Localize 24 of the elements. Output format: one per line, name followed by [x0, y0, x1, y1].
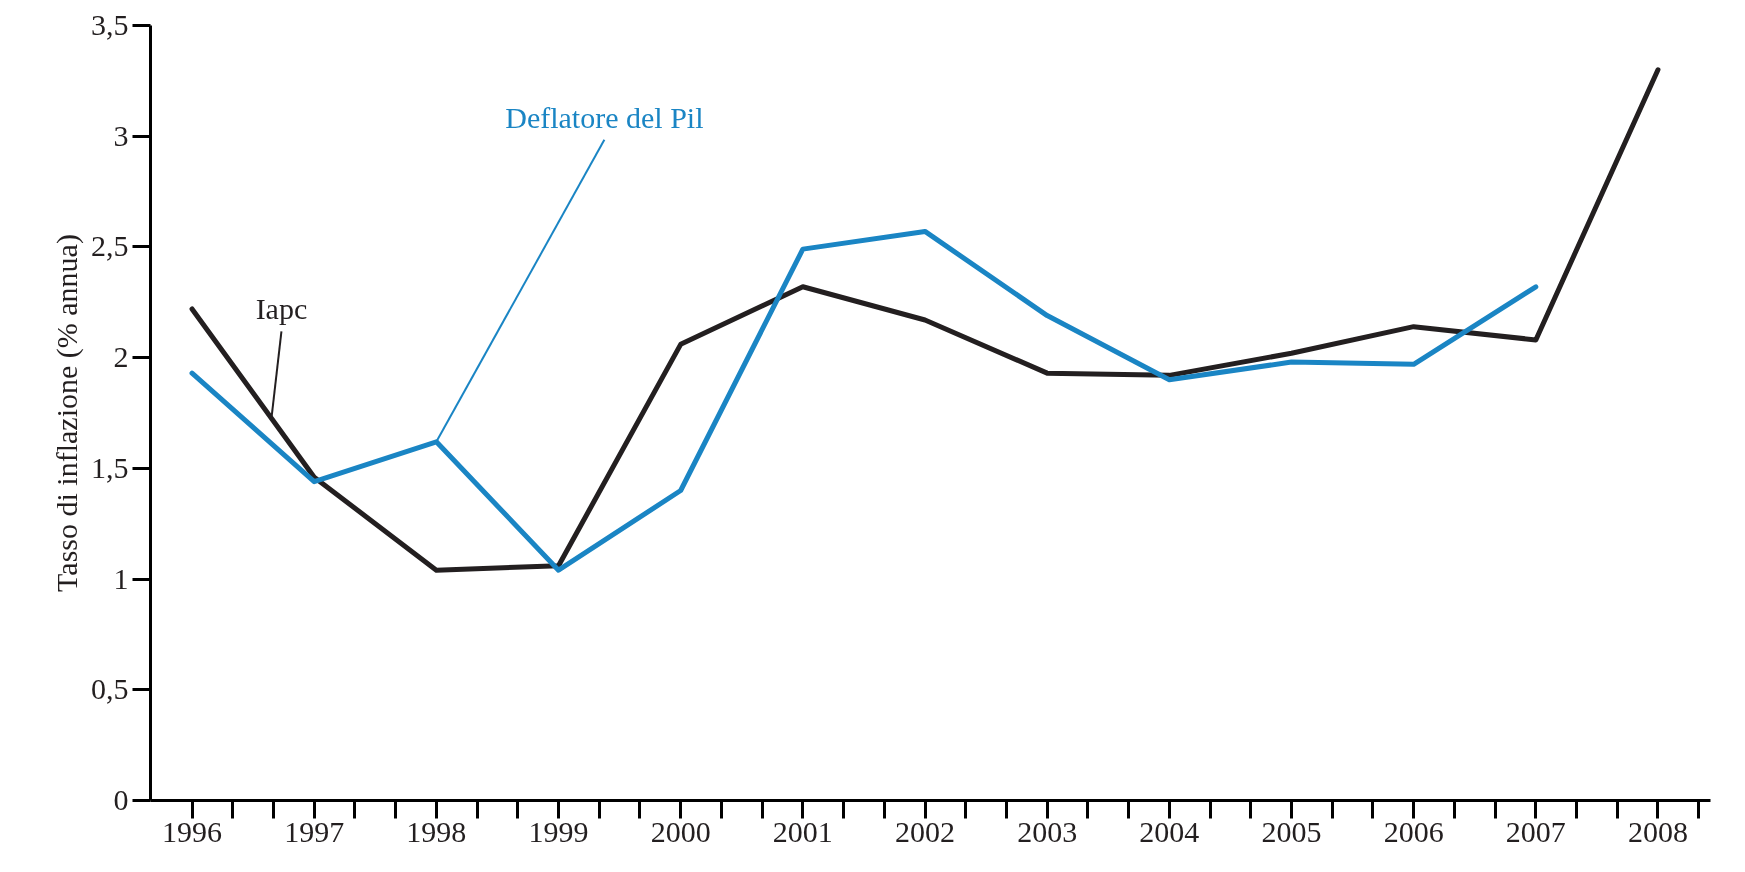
x-tick-label: 2005: [1261, 814, 1322, 848]
y-tick-label: 3,5: [91, 8, 129, 41]
x-tick-label: 1997: [284, 814, 345, 848]
x-tick-label: 2002: [895, 814, 955, 848]
x-tick-label: 2007: [1505, 814, 1566, 848]
x-tick-label: 2000: [650, 814, 711, 848]
x-tick-label: 2001: [772, 814, 833, 848]
y-tick-label: 1: [113, 561, 129, 595]
y-tick-label: 2,5: [91, 229, 129, 263]
y-tick-label: 3: [113, 118, 129, 152]
x-tick-label: 1996: [162, 814, 223, 848]
x-tick-label: 1999: [528, 814, 589, 848]
x-tick-label: 2003: [1017, 814, 1078, 848]
series-label: Iapc: [255, 292, 308, 326]
x-tick-label: 2006: [1383, 814, 1444, 848]
y-tick-label: 0,5: [91, 672, 129, 706]
y-axis-title: Tasso di inflazione (% annua): [50, 234, 84, 592]
x-tick-label: 2008: [1627, 814, 1688, 848]
x-tick-label: 2004: [1139, 814, 1200, 848]
y-tick-label: 0: [113, 783, 129, 816]
y-tick-label: 2: [113, 340, 129, 374]
text: Deflatore del Pil: [505, 100, 704, 134]
y-tick-label: 1,5: [91, 450, 129, 484]
x-tick-label: 1998: [406, 814, 467, 848]
